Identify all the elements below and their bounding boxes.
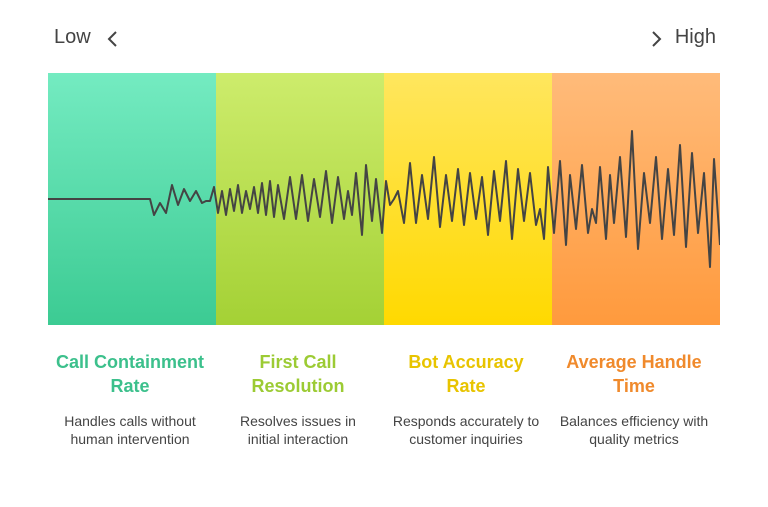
metric-title: First Call Resolution xyxy=(251,352,345,396)
metric-title: Bot Accuracy Rate xyxy=(408,352,524,396)
metric-title: Call Containment Rate xyxy=(55,352,204,396)
metric-description: Responds accurately to customer inquirie… xyxy=(392,413,540,447)
signal-waveform xyxy=(48,130,720,268)
metric-description: Balances efficiency with quality metrics xyxy=(559,413,709,447)
chevron-left-icon xyxy=(107,31,117,47)
scale-low-label: Low xyxy=(54,26,91,48)
chevron-right-icon xyxy=(652,31,662,47)
metric-bands xyxy=(48,73,720,325)
metric-description: Handles calls without human intervention xyxy=(64,413,196,447)
metric-description: Resolves issues in initial interaction xyxy=(240,413,356,447)
metric-first-call-resolution: First Call Resolution Resolves issues in… xyxy=(214,350,382,448)
metric-average-handle-time: Average Handle Time Balances efficiency … xyxy=(550,350,718,448)
signal-waveform-path xyxy=(48,130,720,268)
metric-title: Average Handle Time xyxy=(566,352,702,396)
metric-call-containment: Call Containment Rate Handles calls with… xyxy=(46,350,214,448)
metric-bot-accuracy: Bot Accuracy Rate Responds accurately to… xyxy=(382,350,550,448)
scale-high-label: High xyxy=(674,26,716,48)
